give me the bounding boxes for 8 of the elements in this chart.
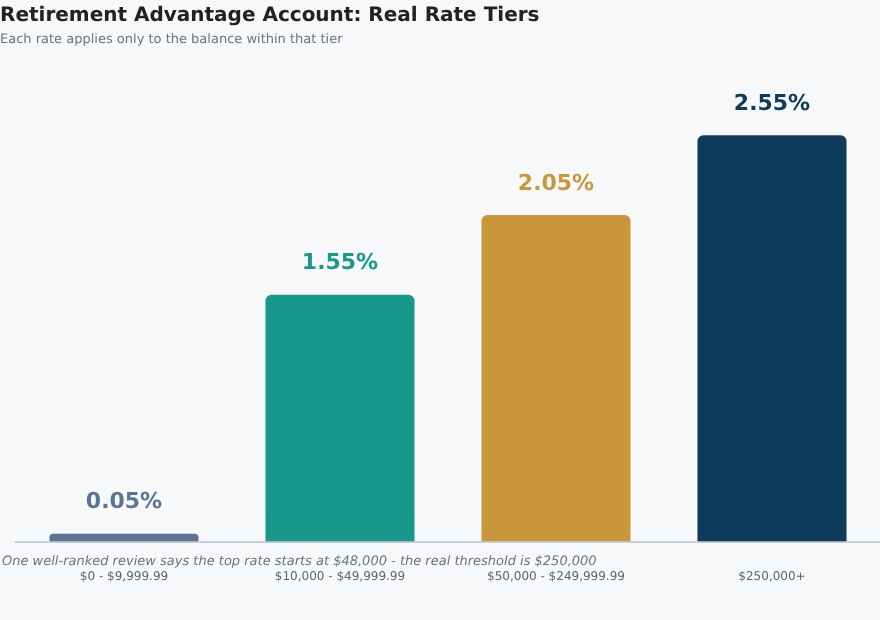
data-label: 2.05% bbox=[517, 169, 595, 196]
data-label: 0.05% bbox=[85, 488, 163, 515]
data-label: 2.55% bbox=[733, 90, 811, 117]
chart-title: Retirement Advantage Account: Real Rate Tiers bbox=[0, 5, 540, 28]
bar bbox=[697, 135, 847, 542]
bar bbox=[265, 294, 415, 542]
bar bbox=[481, 214, 631, 542]
data-label: 1.55% bbox=[301, 249, 379, 276]
